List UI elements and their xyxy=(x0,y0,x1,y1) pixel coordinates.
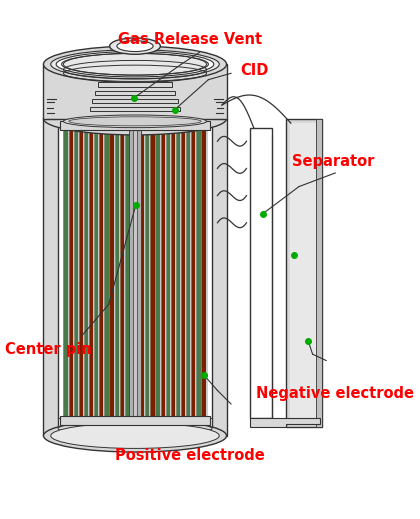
Ellipse shape xyxy=(62,53,208,75)
Bar xyxy=(155,125,160,416)
Bar xyxy=(191,125,195,416)
Bar xyxy=(202,125,206,416)
Text: Gas Release Vent: Gas Release Vent xyxy=(118,32,262,47)
Text: Separator: Separator xyxy=(292,154,374,169)
Ellipse shape xyxy=(51,50,219,79)
Text: Positive electrode: Positive electrode xyxy=(116,447,265,462)
Bar xyxy=(130,125,134,416)
Bar xyxy=(176,125,180,416)
Bar xyxy=(95,90,175,95)
Ellipse shape xyxy=(44,419,226,452)
Bar xyxy=(58,418,212,440)
Bar xyxy=(84,125,88,416)
Bar xyxy=(286,119,322,427)
Bar xyxy=(104,125,108,416)
Bar xyxy=(125,125,129,416)
Bar xyxy=(140,125,144,416)
Ellipse shape xyxy=(110,38,160,54)
Bar xyxy=(99,125,103,416)
Bar xyxy=(135,125,139,416)
Bar xyxy=(115,125,119,416)
Bar xyxy=(90,107,180,112)
Bar xyxy=(150,125,155,416)
Bar xyxy=(181,125,185,416)
Polygon shape xyxy=(44,64,226,119)
Bar xyxy=(98,83,172,87)
Ellipse shape xyxy=(69,117,201,126)
Bar xyxy=(63,123,207,418)
Polygon shape xyxy=(212,119,226,436)
Bar xyxy=(250,128,272,418)
Ellipse shape xyxy=(63,115,207,128)
Bar xyxy=(60,121,210,130)
Bar xyxy=(145,125,150,416)
Ellipse shape xyxy=(56,51,214,77)
Bar xyxy=(120,125,124,416)
Text: Center pin: Center pin xyxy=(5,343,91,358)
Bar xyxy=(171,125,175,416)
Polygon shape xyxy=(44,119,58,436)
Bar xyxy=(94,125,98,416)
Ellipse shape xyxy=(44,46,226,83)
Bar xyxy=(129,123,142,418)
Polygon shape xyxy=(250,418,320,427)
Ellipse shape xyxy=(58,421,212,436)
Bar xyxy=(110,125,114,416)
Bar xyxy=(133,123,137,418)
Bar xyxy=(68,125,73,416)
Bar xyxy=(316,119,322,427)
Bar xyxy=(92,99,178,103)
Ellipse shape xyxy=(44,102,226,135)
Bar xyxy=(186,125,190,416)
Bar xyxy=(197,125,201,416)
Ellipse shape xyxy=(117,40,153,51)
Text: Negative electrode: Negative electrode xyxy=(256,386,414,401)
Bar xyxy=(290,123,318,422)
Bar xyxy=(89,125,93,416)
Bar xyxy=(74,125,78,416)
Bar xyxy=(63,125,68,416)
Bar xyxy=(165,125,170,416)
Ellipse shape xyxy=(51,423,219,448)
Bar xyxy=(79,125,83,416)
Text: CID: CID xyxy=(240,63,268,78)
Bar xyxy=(160,125,165,416)
Bar xyxy=(60,416,210,425)
